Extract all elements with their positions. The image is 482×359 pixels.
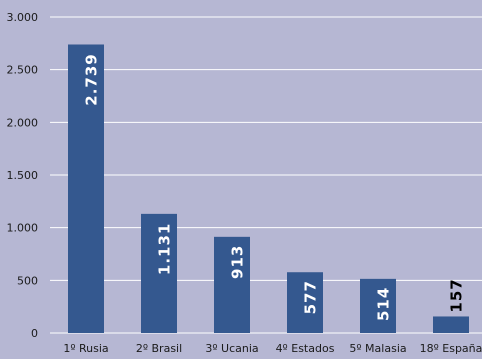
data-labels: 2.739 1.131 913 577 514 157 <box>83 53 466 321</box>
x-axis-ticks: 1º Rusia 2º Brasil 3º Ucania 4º Estados 5º M… <box>63 342 482 355</box>
x-tick-label: 3º Ucania <box>205 342 258 355</box>
y-tick-label: 1.500 <box>7 169 39 182</box>
bar <box>68 44 104 333</box>
data-label: 514 <box>375 287 393 321</box>
data-label: 913 <box>229 245 247 279</box>
y-tick-label: 0 <box>31 327 38 340</box>
bar <box>433 316 469 333</box>
bar <box>360 278 396 333</box>
x-tick-label: 18º España <box>420 342 482 355</box>
grid-lines <box>50 16 482 334</box>
data-label: 577 <box>302 280 320 314</box>
y-axis-ticks: 0 500 1.000 1.500 2.000 2.500 3.000 <box>7 11 39 340</box>
y-tick-label: 1.000 <box>7 222 39 235</box>
data-label: 157 <box>448 278 466 312</box>
x-tick-label: 4º Estados <box>276 342 335 355</box>
x-tick-label: 1º Rusia <box>63 342 108 355</box>
x-tick-label: 2º Brasil <box>136 342 182 355</box>
bars <box>68 44 469 333</box>
y-tick-label: 500 <box>17 274 38 287</box>
x-tick-label: 5º Malasia <box>349 342 406 355</box>
data-label: 2.739 <box>83 53 101 105</box>
y-tick-label: 3.000 <box>7 11 39 24</box>
bar <box>141 213 177 333</box>
data-label: 1.131 <box>156 223 174 275</box>
y-tick-label: 2.500 <box>7 64 39 77</box>
bar <box>214 236 250 333</box>
y-tick-label: 2.000 <box>7 116 39 129</box>
bar <box>287 272 323 333</box>
